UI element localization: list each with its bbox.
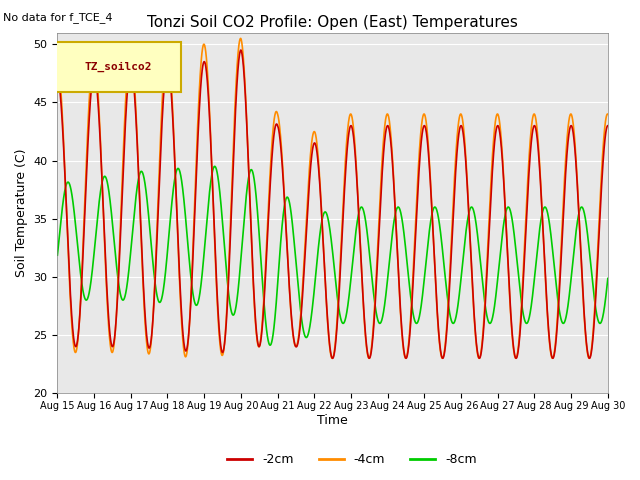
Text: TZ_soilco2: TZ_soilco2 <box>84 62 152 72</box>
Legend: -2cm, -4cm, -8cm: -2cm, -4cm, -8cm <box>222 448 482 471</box>
-8cm <box>312 266 320 272</box>
-8cm <box>266 342 274 348</box>
-8cm <box>426 226 433 231</box>
-4cm <box>426 163 433 169</box>
-8cm <box>211 164 218 169</box>
-4cm <box>604 111 611 117</box>
-4cm <box>152 243 160 249</box>
-2cm <box>488 186 495 192</box>
-4cm <box>237 36 244 41</box>
-8cm <box>604 276 612 281</box>
Line: -8cm: -8cm <box>58 167 608 345</box>
-2cm <box>604 123 611 129</box>
X-axis label: Time: Time <box>317 414 348 427</box>
-4cm <box>488 172 495 178</box>
-8cm <box>488 319 495 324</box>
Line: -2cm: -2cm <box>58 50 608 358</box>
-2cm <box>152 252 160 258</box>
-2cm <box>237 47 244 53</box>
-2cm <box>329 355 337 361</box>
-4cm <box>312 134 320 140</box>
-8cm <box>604 280 611 286</box>
Y-axis label: Soil Temperature (C): Soil Temperature (C) <box>15 149 28 277</box>
-2cm <box>312 144 320 150</box>
-2cm <box>54 76 61 82</box>
-2cm <box>604 123 612 129</box>
-8cm <box>54 252 61 258</box>
-8cm <box>152 288 160 294</box>
-4cm <box>456 112 464 118</box>
-2cm <box>426 168 433 173</box>
Text: No data for f_TCE_4: No data for f_TCE_4 <box>3 12 113 23</box>
FancyBboxPatch shape <box>54 42 181 92</box>
-2cm <box>456 124 464 130</box>
-4cm <box>54 59 61 65</box>
-4cm <box>328 356 336 361</box>
-8cm <box>456 284 464 290</box>
-4cm <box>604 111 612 117</box>
Title: Tonzi Soil CO2 Profile: Open (East) Temperatures: Tonzi Soil CO2 Profile: Open (East) Temp… <box>147 15 518 30</box>
Line: -4cm: -4cm <box>58 38 608 359</box>
